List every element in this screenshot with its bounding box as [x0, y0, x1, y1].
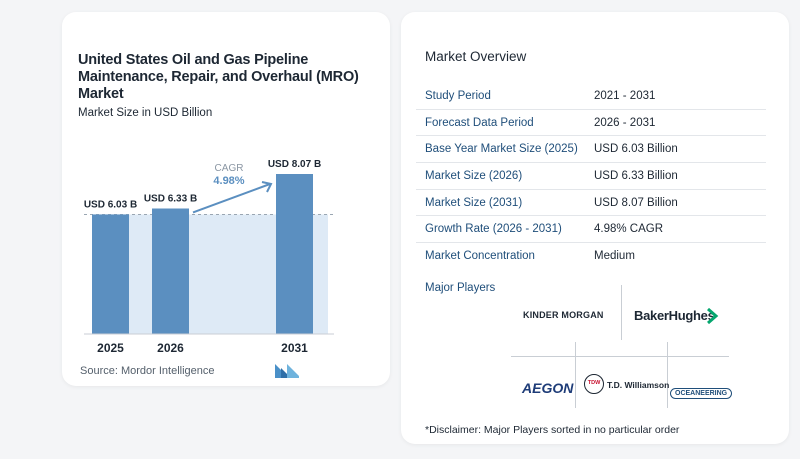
overview-row: Market Concentration Medium: [416, 243, 766, 270]
overview-title: Market Overview: [425, 49, 527, 64]
x-tick-label: 2031: [281, 341, 308, 355]
bar-value-label: USD 6.03 B: [84, 199, 137, 210]
cagr-arrowhead: [261, 181, 273, 193]
bar: [152, 208, 189, 334]
overview-card: Market Overview Study Period 2021 - 2031 F…: [401, 12, 789, 444]
baker-hughes-logo: BakerHughes: [634, 308, 715, 323]
overview-table: Study Period 2021 - 2031 Forecast Data Per…: [416, 83, 766, 270]
source-text: Source: Mordor Intelligence: [80, 365, 215, 377]
x-tick-label: 2026: [157, 341, 184, 355]
overview-row-value: 2021 - 2031: [594, 89, 656, 102]
baker-hughes-mark-icon: [707, 308, 719, 324]
overview-row: Study Period 2021 - 2031: [416, 83, 766, 110]
bar-value-label: USD 8.07 B: [268, 159, 321, 170]
disclaimer: *Disclaimer: Major Players sorted in no …: [425, 424, 680, 436]
overview-row-value: USD 6.03 Billion: [594, 143, 678, 156]
divider: [621, 285, 622, 340]
mordor-logo-icon: [275, 364, 299, 378]
overview-row-value: USD 6.33 Billion: [594, 169, 678, 182]
bar-chart: USD 6.03 B 2025 USD 6.33 B 2026 USD 8.07 B 20…: [84, 159, 334, 355]
kinder-morgan-logo: KINDER MORGAN: [523, 310, 604, 320]
overview-row: Market Size (2026) USD 6.33 Billion: [416, 163, 766, 190]
overview-row-label: Base Year Market Size (2025): [425, 143, 578, 156]
chart-title: United States Oil and Gas Pipeline Maint…: [78, 52, 359, 102]
tdw-mark-icon: TDW: [584, 374, 604, 394]
overview-row: Growth Rate (2026 - 2031) 4.98% CAGR: [416, 216, 766, 244]
divider: [575, 342, 576, 408]
overview-row-value: 4.98% CAGR: [594, 223, 664, 236]
overview-row: Base Year Market Size (2025) USD 6.03 Bil…: [416, 136, 766, 164]
overview-row-label: Market Size (2031): [425, 196, 523, 209]
td-williamson-logo: T.D. Williamson: [607, 380, 670, 390]
overview-row-label: Growth Rate (2026 - 2031): [425, 223, 562, 236]
overview-row-label: Forecast Data Period: [425, 116, 534, 129]
overview-row-label: Study Period: [425, 89, 491, 102]
oceaneering-logo: OCEANEERING: [670, 388, 733, 399]
aegon-logo: AEGON: [522, 380, 574, 396]
chart-card: United States Oil and Gas Pipeline Maint…: [62, 12, 390, 386]
overview-row: Market Size (2031) USD 8.07 Billion: [416, 190, 766, 217]
overview-row-value: 2026 - 2031: [594, 116, 656, 129]
bar-value-label: USD 6.33 B: [144, 193, 197, 204]
overview-row-value: Medium: [594, 250, 635, 263]
bar: [276, 174, 313, 334]
players-title: Major Players: [425, 282, 496, 294]
divider: [511, 356, 729, 357]
bar: [92, 214, 129, 334]
overview-row-label: Market Concentration: [425, 250, 535, 263]
chart-subtitle: Market Size in USD Billion: [78, 107, 213, 119]
cagr-arrow: [192, 183, 271, 214]
cagr-value: 4.98%: [213, 175, 244, 187]
divider: [667, 342, 668, 408]
overview-row: Forecast Data Period 2026 - 2031: [416, 110, 766, 137]
overview-row-value: USD 8.07 Billion: [594, 196, 678, 209]
cagr-label: CAGR: [215, 163, 244, 174]
overview-row-label: Market Size (2026): [425, 169, 523, 182]
x-tick-label: 2025: [97, 341, 124, 355]
